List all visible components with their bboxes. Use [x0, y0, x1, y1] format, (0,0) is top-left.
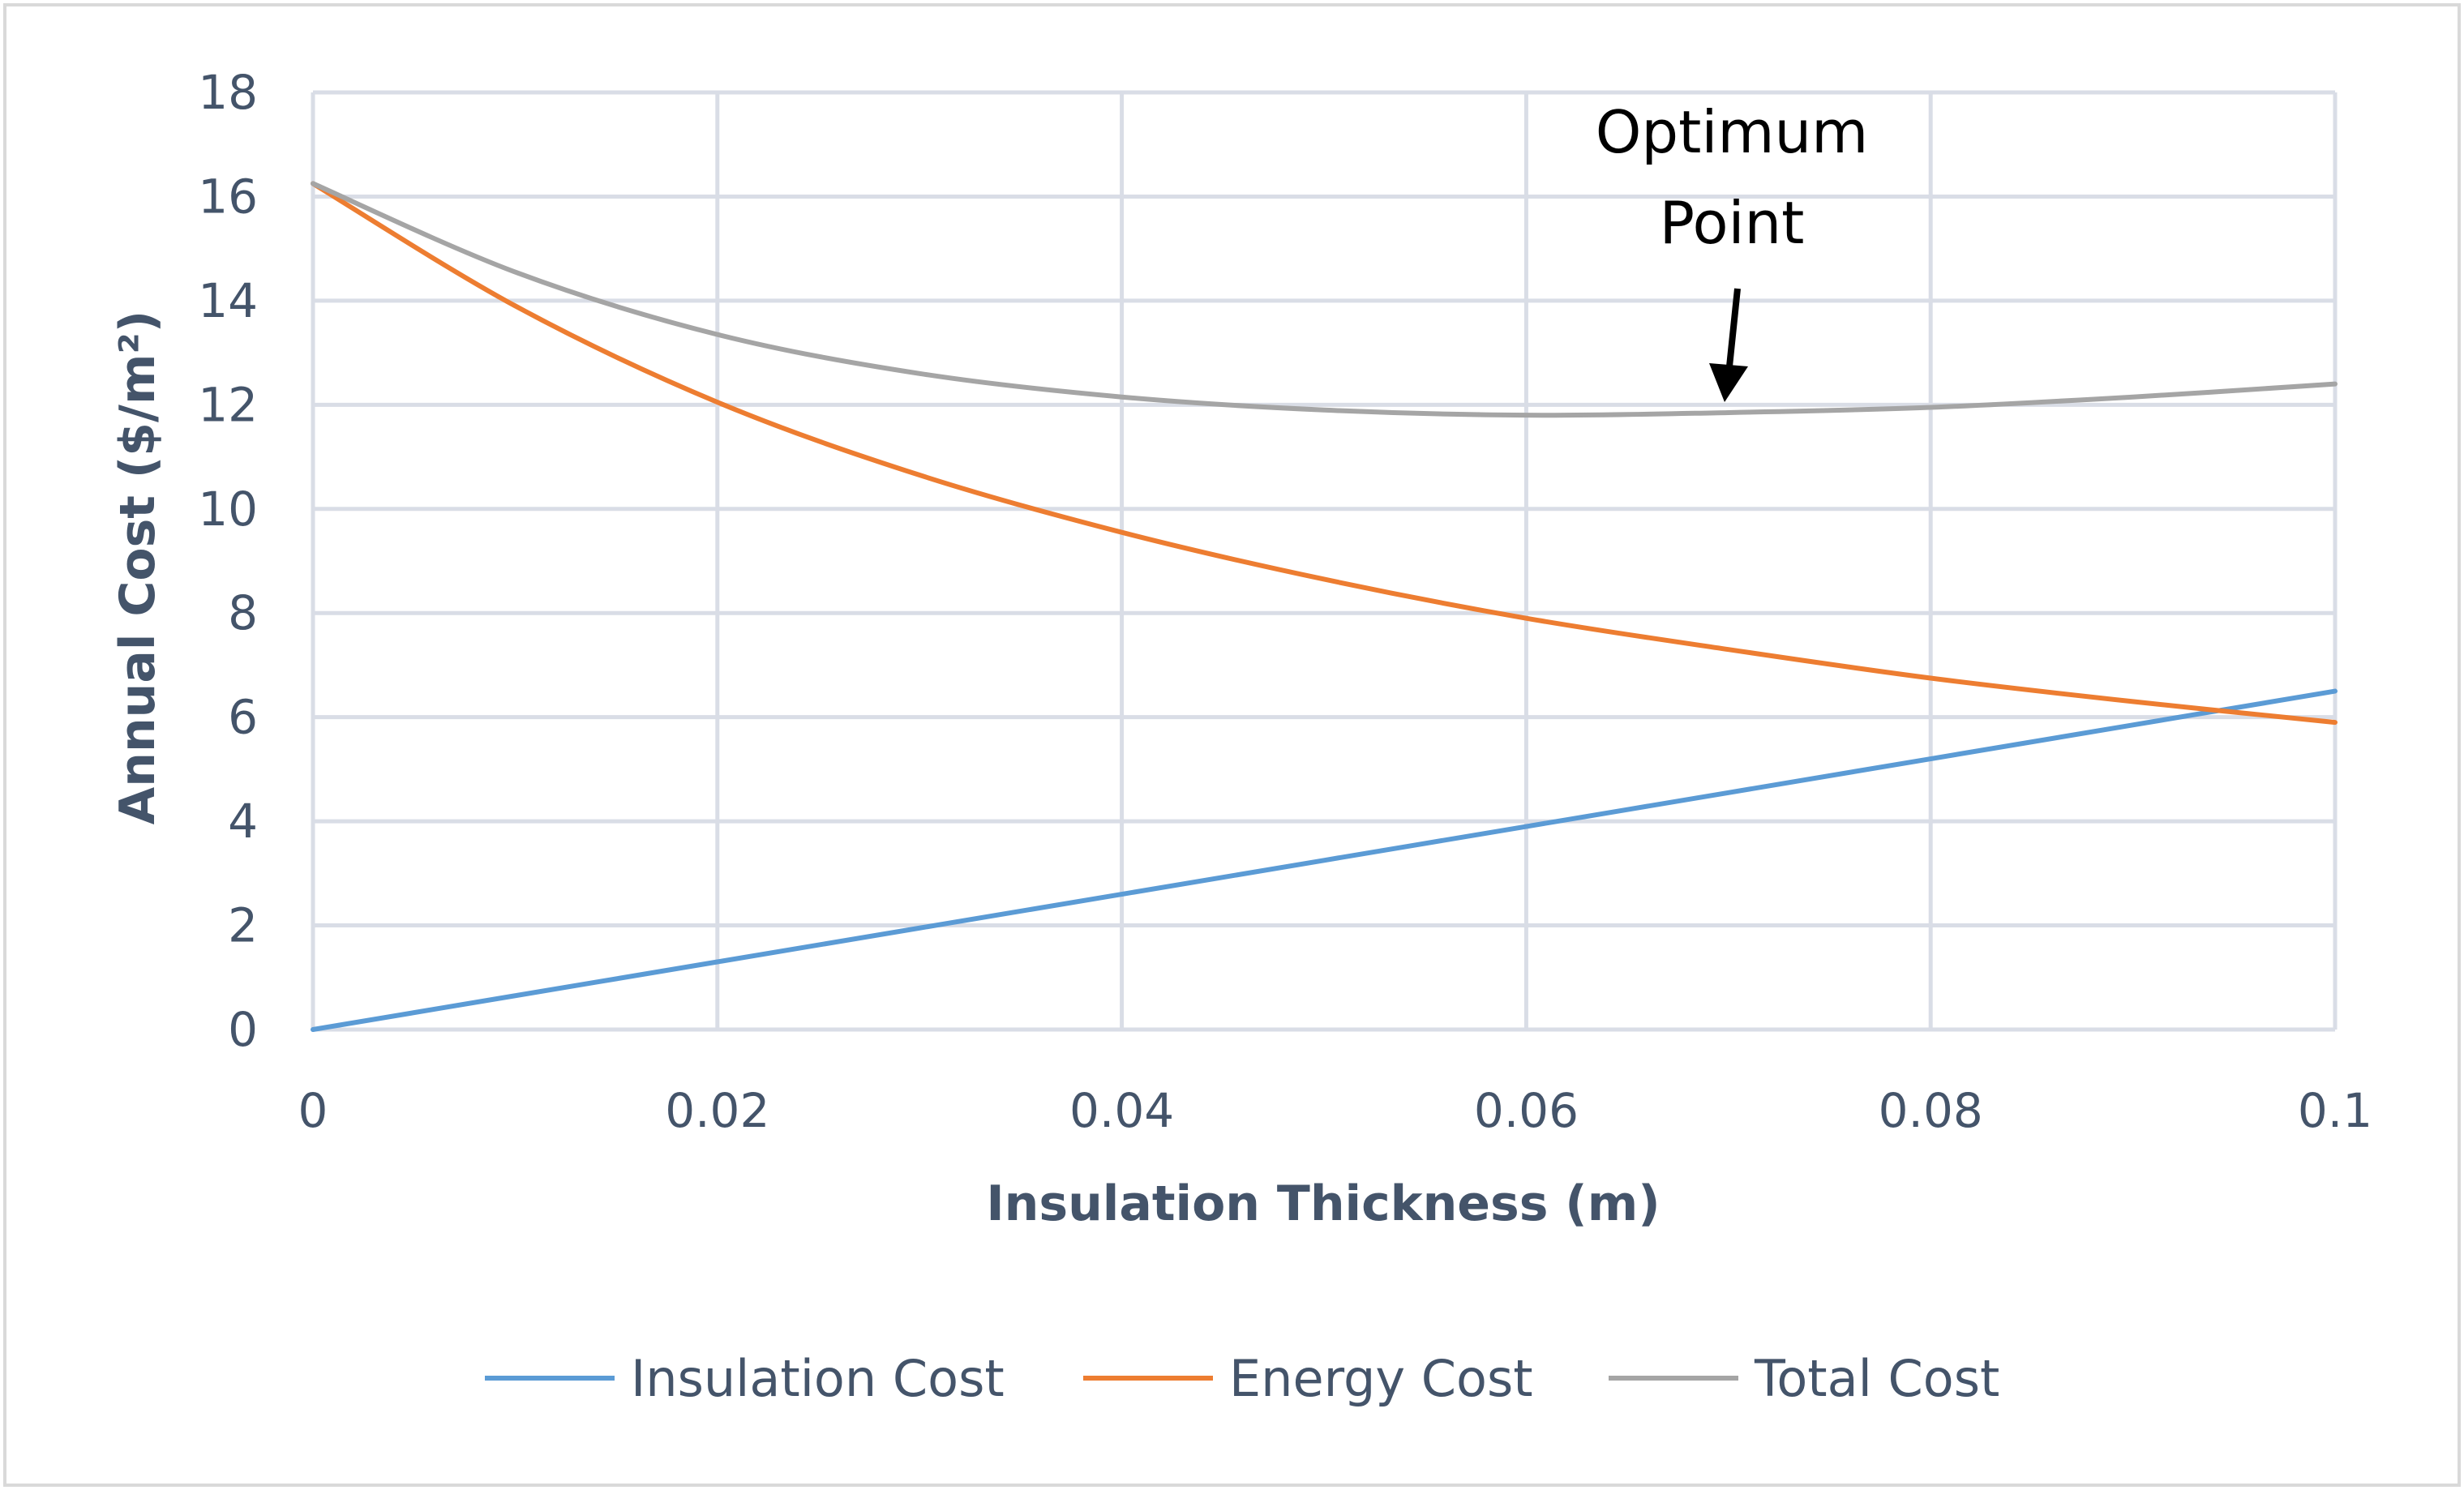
- legend-label-insulation-cost: Insulation Cost: [631, 1349, 1005, 1408]
- optimum-point-annotation: Optimum Point: [1596, 98, 1869, 402]
- x-tick-label: 0.06: [1474, 1083, 1579, 1138]
- y-tick-label: 4: [228, 794, 258, 849]
- y-tick-label: 16: [198, 169, 258, 224]
- tick-labels: 0 2 4 6 8 10 12 14 16 18 0 0.02 0.04 0.06 0.08 0.1: [198, 65, 2372, 1138]
- insulation-cost-line: [311, 688, 2338, 1032]
- y-tick-label: 2: [228, 898, 258, 953]
- y-tick-label: 12: [198, 377, 258, 432]
- x-tick-label: 0.04: [1069, 1083, 1174, 1138]
- y-tick-label: 0: [228, 1002, 258, 1057]
- x-tick-label: 0.1: [2298, 1083, 2372, 1138]
- legend-label-energy-cost: Energy Cost: [1229, 1349, 1533, 1408]
- annotation-arrow-head: [1709, 363, 1748, 402]
- total-cost-line: [311, 181, 2338, 418]
- y-tick-label: 10: [198, 482, 258, 537]
- legend: Insulation Cost Energy Cost Total Cost: [485, 1349, 1999, 1408]
- x-tick-label: 0: [298, 1083, 328, 1138]
- y-tick-label: 14: [198, 273, 258, 328]
- x-axis-title: Insulation Thickness (m): [986, 1175, 1660, 1232]
- y-tick-label: 8: [228, 585, 258, 640]
- annotation-line-1: Optimum: [1596, 98, 1869, 166]
- y-axis-title: Annual Cost ($/m²): [109, 310, 166, 824]
- energy-cost-line: [311, 181, 2338, 726]
- y-tick-label: 18: [198, 65, 258, 120]
- annotation-arrow-shaft: [1726, 288, 1741, 367]
- legend-label-total-cost: Total Cost: [1754, 1349, 1999, 1408]
- y-tick-label: 6: [228, 690, 258, 745]
- x-tick-label: 0.02: [665, 1083, 769, 1138]
- annotation-line-2: Point: [1660, 189, 1805, 257]
- series-layer: [311, 181, 2338, 1032]
- gridlines: [311, 90, 2338, 1032]
- chart-border: [3, 3, 2461, 1487]
- x-tick-label: 0.08: [1879, 1083, 1983, 1138]
